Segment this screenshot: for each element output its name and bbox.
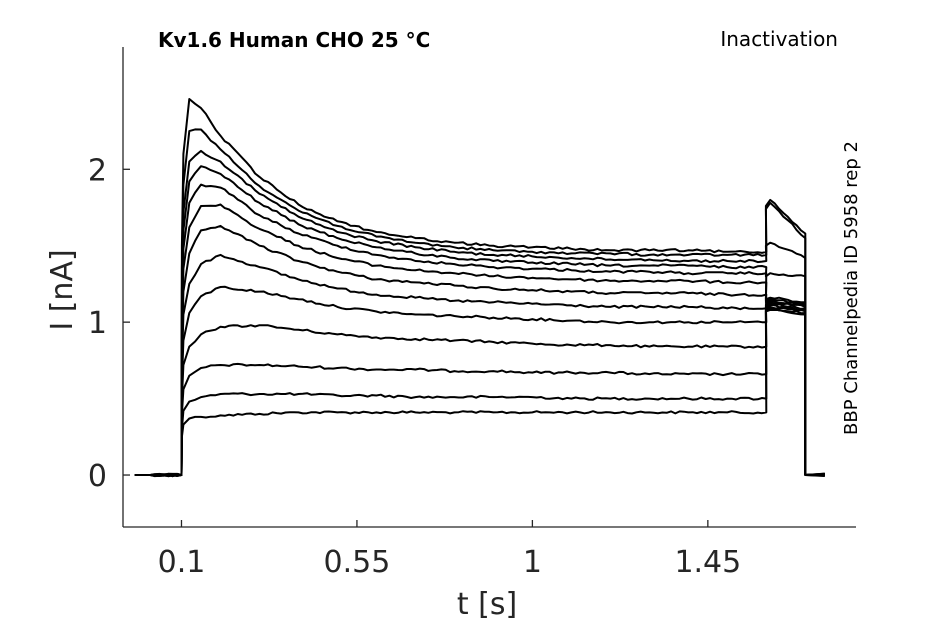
- protocol-label: Inactivation: [720, 27, 838, 51]
- trace-line-3: [134, 305, 825, 477]
- trace-line-8: [134, 203, 825, 478]
- trace-line-4: [134, 303, 825, 476]
- trace-line-1: [134, 308, 825, 478]
- trace-line-10: [134, 165, 825, 477]
- x-axis-ticks: 0.1 0.55 1 1.45: [158, 520, 741, 580]
- trace-line-12: [134, 128, 825, 477]
- x-tick-label: 1.45: [674, 545, 741, 580]
- side-label: BBP Channelpedia ID 5958 rep 2: [841, 141, 862, 435]
- trace-line-6: [134, 253, 825, 477]
- y-tick-label: 1: [88, 306, 107, 341]
- trace-line-2: [134, 307, 825, 477]
- x-axis-label: t [s]: [457, 587, 517, 622]
- trace-line-7: [134, 224, 825, 477]
- trace-line-9: [134, 183, 825, 477]
- trace-line-13: [134, 98, 825, 477]
- y-tick-label: 2: [88, 153, 107, 188]
- chart-title: Kv1.6 Human CHO 25 °C: [158, 28, 430, 52]
- y-tick-label: 0: [88, 459, 107, 494]
- current-traces: [134, 98, 825, 478]
- trace-line-11: [134, 149, 825, 478]
- y-axis-label: I [nA]: [45, 249, 80, 330]
- x-tick-label: 0.55: [324, 545, 391, 580]
- x-tick-label: 0.1: [158, 545, 206, 580]
- x-tick-label: 1: [523, 545, 542, 580]
- y-axis-ticks: 0 1 2: [88, 153, 130, 494]
- trace-line-5: [134, 285, 825, 477]
